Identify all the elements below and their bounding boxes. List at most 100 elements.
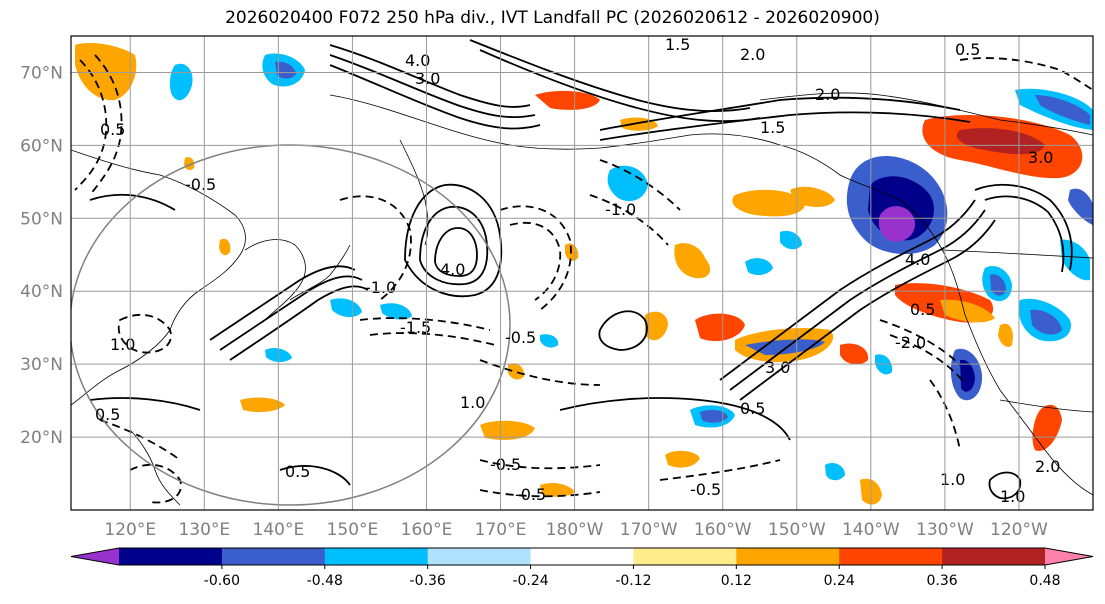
- colorbar-segment: [736, 548, 840, 565]
- contour-label: 4.0: [440, 260, 465, 279]
- contour-dashed: [369, 332, 496, 346]
- contour-dashed: [879, 319, 961, 366]
- shade-neg-light: [380, 303, 412, 320]
- contour-label: -0.5: [690, 480, 721, 499]
- contour-label: 1.0: [460, 393, 485, 412]
- colorbar-segment: [427, 548, 532, 565]
- coastline-alaska: [759, 92, 1093, 136]
- contour-line: [599, 96, 961, 131]
- coastline-siberia: [329, 94, 781, 150]
- shade-pos-mid: [480, 420, 535, 440]
- lon-tick-label: 160°E: [401, 520, 453, 540]
- colorbar-tick-label: 0.12: [721, 573, 752, 589]
- contour-dashed: [499, 205, 572, 311]
- contour-label: 3.0: [1028, 148, 1053, 167]
- colorbar: -0.60 -0.48 -0.36 -0.24 -0.12 0.12 0.24 0.36 0.4…: [70, 547, 1094, 589]
- shade-pos-mid: [240, 397, 285, 413]
- contour-label: 4.0: [905, 250, 930, 269]
- lat-tick-label: 50°N: [20, 209, 63, 229]
- shade-pos-mid: [940, 299, 995, 323]
- contour-label: -2.0: [895, 333, 926, 352]
- shade-neg-dark: [960, 359, 975, 392]
- colorbar-segment: [942, 548, 1046, 565]
- contour-label: -0.5: [490, 455, 521, 474]
- lat-tick-label: 60°N: [20, 136, 63, 156]
- lon-tick-label: 160°W: [694, 520, 752, 540]
- contour-line: [329, 44, 531, 108]
- contour-dashed: [659, 459, 781, 481]
- colorbar-tick-label: -0.60: [204, 573, 240, 589]
- contour-line: [279, 465, 351, 486]
- coastline-korea-japan: [244, 239, 306, 321]
- colorbar-tick-label: 0.36: [927, 573, 958, 589]
- contour-label: 0.5: [910, 300, 935, 319]
- contour-label: 0.5: [95, 405, 120, 424]
- colorbar-segment: [530, 548, 634, 565]
- contour-line: [559, 397, 791, 441]
- colorbar-segment: [221, 548, 326, 565]
- lon-tick-label: 170°W: [620, 520, 678, 540]
- contour-line: [209, 265, 356, 341]
- lon-tick-label: 140°W: [842, 520, 900, 540]
- contour-dashed: [589, 194, 669, 246]
- contour-dashed: [359, 317, 491, 331]
- colorbar-segment: [839, 548, 943, 565]
- contour-label: -0.5: [185, 175, 216, 194]
- shade-pos-mid: [732, 189, 805, 217]
- contour-line: [719, 199, 976, 381]
- colorbar-outline: [70, 547, 1094, 566]
- contour-label: 3.0: [415, 69, 440, 88]
- contour-dashed: [479, 359, 601, 386]
- shade-pos-mid: [508, 363, 525, 380]
- gridlines: [71, 36, 1093, 510]
- contour-label: 1.0: [1000, 487, 1025, 506]
- contour-closed: [434, 227, 478, 277]
- colorbar-tick-label: 0.24: [824, 573, 855, 589]
- contour-label: 2.0: [815, 85, 840, 104]
- contour-dashed: [509, 221, 562, 301]
- contour-line: [974, 183, 1073, 271]
- lon-tick-label: 120°W: [990, 520, 1048, 540]
- contour-label: 0.5: [955, 40, 980, 59]
- map-frame: [70, 35, 1094, 511]
- lon-tick-label: 140°E: [253, 520, 305, 540]
- contour-closed: [404, 183, 503, 298]
- shade-pos-mid: [219, 238, 231, 256]
- colorbar-tick-label: -0.48: [307, 573, 343, 589]
- colorbar-tick-label: -0.36: [410, 573, 446, 589]
- divergence-shading: [75, 43, 1093, 505]
- contour-line: [219, 275, 363, 351]
- contour-dashed: [89, 54, 123, 196]
- contour-line: [329, 64, 541, 130]
- lat-tick-label: 20°N: [20, 428, 63, 448]
- latitude-labels: 70°N 60°N 50°N 40°N 30°N 20°N: [20, 63, 63, 448]
- shade-neg-strong: [878, 206, 916, 242]
- shade-neg-mid: [1030, 309, 1062, 335]
- contour-label: 1.0: [110, 335, 135, 354]
- shade-neg-light: [825, 463, 845, 481]
- coastline-kamchatka: [399, 139, 429, 246]
- contour-label: -0.5: [505, 328, 536, 347]
- shade-pos-mid: [674, 243, 711, 279]
- lon-tick-label: 120°E: [104, 520, 156, 540]
- contour-labels: 4.0 3.0 4.0 2.0 2.0 1.5 1.5 3.0 4.0 3.0 …: [95, 36, 1060, 506]
- shade-pos-mid: [645, 311, 668, 341]
- contour-dashed: [929, 379, 961, 451]
- shade-pos-mid: [790, 186, 835, 207]
- contour-closed: [598, 310, 648, 351]
- contour-label: 2.0: [740, 45, 765, 64]
- shade-neg-light: [330, 298, 362, 318]
- contours-positive: [89, 39, 1073, 500]
- contour-label: 1.0: [940, 470, 965, 489]
- lon-tick-label: 130°E: [178, 520, 230, 540]
- shade-neg-light: [745, 258, 773, 276]
- longitude-labels: 120°E 130°E 140°E 150°E 160°E 170°E 180°W 170°W…: [104, 520, 1048, 540]
- coastline-japan: [289, 244, 351, 301]
- shade-pos-strong: [840, 343, 869, 365]
- shade-pos-mid: [665, 450, 700, 468]
- contour-line: [89, 397, 201, 411]
- lon-tick-label: 130°W: [916, 520, 974, 540]
- lon-tick-label: 150°W: [768, 520, 826, 540]
- shade-pos-strong: [535, 90, 600, 110]
